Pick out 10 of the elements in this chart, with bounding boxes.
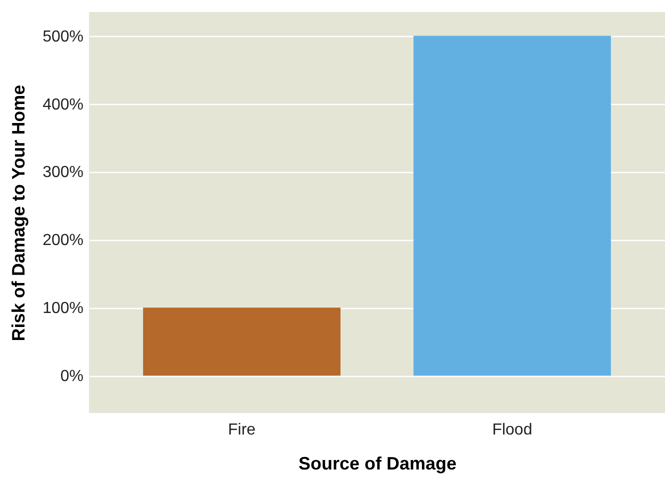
x-tick-label: Fire [228,422,256,438]
y-tick-label: 300% [42,164,84,182]
y-tick-label: 100% [42,300,84,318]
y-tick-label: 0% [60,368,84,386]
y-axis-title: Risk of Damage to Your Home [8,84,29,342]
x-tick-label: Flood [492,422,532,438]
y-tick-label: 400% [42,96,84,114]
x-axis-title: Source of Damage [298,454,457,474]
y-tick-label: 500% [42,28,84,46]
y-tick-label: 200% [42,232,84,250]
